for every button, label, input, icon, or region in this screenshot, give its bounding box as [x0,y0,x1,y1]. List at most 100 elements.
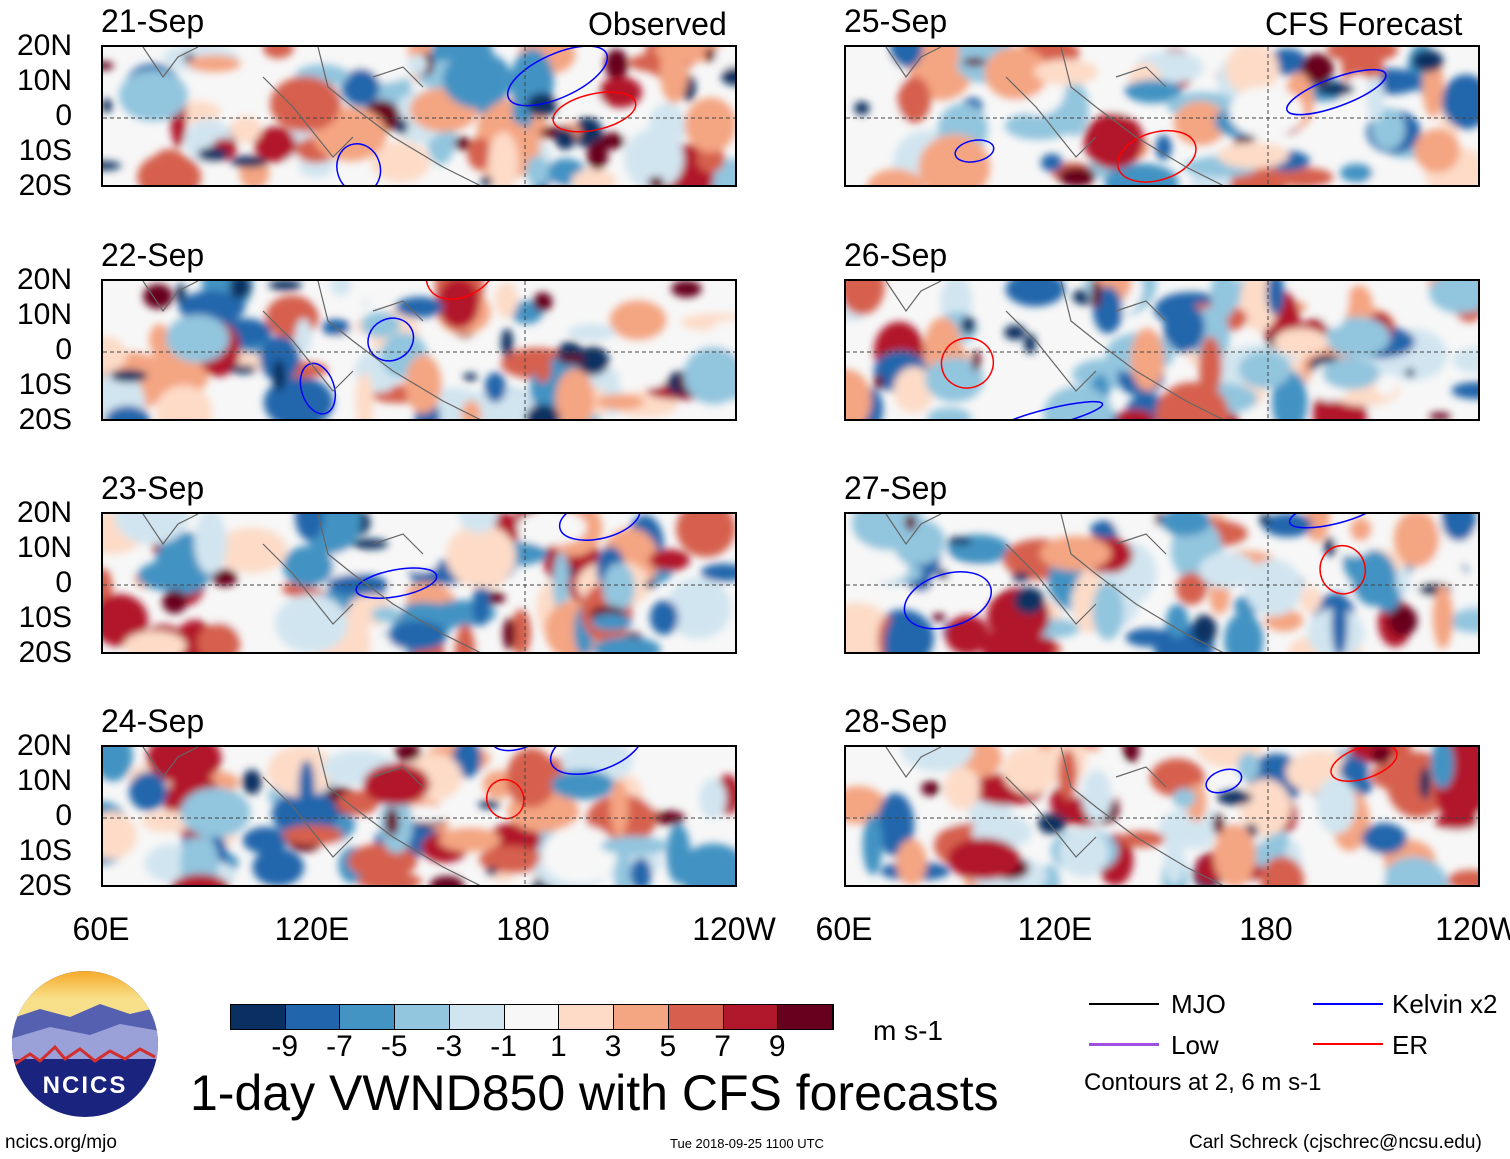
wind-anomaly-cell [1004,324,1026,340]
colorbar-swatch [285,1005,341,1029]
footer-site[interactable]: ncics.org/mjo [5,1132,117,1153]
legend-line-er [1313,1043,1383,1045]
wind-anomaly-cell [532,292,553,312]
colorbar-tick-label: 1 [550,1030,567,1063]
lon-tick-label: 120E [1017,911,1093,947]
wind-anomaly-cell [114,514,190,545]
map-panel [844,512,1480,654]
wind-anomaly-cell [274,594,348,652]
wind-anomaly-cell [992,364,1023,419]
wind-anomaly-cell [1092,581,1124,641]
panel-date: 21-Sep [101,3,205,39]
wind-anomaly-cell [242,826,288,854]
wind-anomaly-cell [1388,605,1418,637]
wind-anomaly-cell [525,155,549,185]
wind-anomaly-cell [429,875,465,885]
lon-tick-label: 120E [274,911,350,947]
lat-tick-label: 0 [55,566,72,599]
lat-tick-label: 10S [18,601,72,634]
er-contour [940,337,995,389]
wind-anomaly-cell [846,369,872,419]
wind-anomaly-cell [1217,142,1289,169]
legend-label-low: Low [1171,1030,1219,1060]
er-contour [1330,747,1398,782]
wind-anomaly-cell [129,771,168,811]
wind-anomaly-cell [1163,302,1205,353]
wind-anomaly-cell [638,747,666,810]
panel-date: 25-Sep [844,3,948,39]
wind-anomaly-cell [962,57,986,67]
panel-date: 23-Sep [101,470,205,506]
wind-anomaly-cell [1422,57,1445,118]
wind-anomaly-cell [510,609,532,652]
wind-anomaly-cell [461,400,482,419]
lat-tick-label: 0 [55,99,72,132]
wind-anomaly-cell [526,92,559,118]
wind-anomaly-cell [649,600,679,635]
wind-anomaly-cell [486,866,498,876]
kelvin-contour [336,143,382,185]
wind-anomaly-cell [666,577,732,639]
wind-anomaly-cell [347,843,418,880]
wind-anomaly-cell [103,336,128,372]
wind-anomaly-cell [554,128,576,150]
map-field [103,514,735,652]
wind-anomaly-cell [197,147,229,162]
wind-anomaly-cell [684,97,735,153]
wind-anomaly-cell [849,58,907,91]
colorbar-swatch [449,1005,505,1029]
wind-anomaly-cell [149,323,170,356]
logo-text: NCICS [43,1072,128,1099]
lat-tick-label: 20S [18,636,72,669]
wind-anomaly-cell [180,833,219,885]
wind-anomaly-cell [1012,571,1030,582]
wind-anomaly-cell [593,636,661,652]
wind-anomaly-cell [146,148,193,185]
wind-anomaly-cell [925,357,984,402]
wind-anomaly-cell [1452,347,1478,374]
wind-anomaly-cell [984,47,1049,100]
wind-anomaly-cell [1339,756,1369,785]
wind-anomaly-cell [371,606,402,623]
wind-anomaly-cell [1013,587,1045,615]
wind-anomaly-cell [1228,86,1304,138]
lat-tick-label: 10N [16,298,72,331]
map-field [846,514,1478,652]
wind-anomaly-cell [165,314,230,363]
contour-note: Contours at 2, 6 m s-1 [1084,1069,1322,1096]
wind-anomaly-cell [534,352,552,384]
wind-anomaly-cell [262,47,294,59]
wind-anomaly-cell [395,118,408,135]
map-panel [101,745,737,887]
coastline [885,47,1224,185]
wind-anomaly-cell [1263,514,1313,538]
wind-anomaly-cell [1130,328,1164,391]
wind-anomaly-cell [488,131,519,185]
wind-anomaly-cell [901,747,975,772]
colorbar-tick-label: -7 [326,1030,353,1063]
wind-anomaly-cell [1213,823,1257,885]
wind-anomaly-cell [502,617,516,651]
kelvin-contour [954,139,995,163]
wind-anomaly-cell [455,624,476,652]
wind-anomaly-cell [1405,368,1415,378]
lat-tick-label: 0 [55,799,72,832]
wind-anomaly-cell [212,568,238,587]
coastline [142,514,481,652]
wind-anomaly-cell [1225,47,1280,96]
kelvin-contour [1286,68,1387,116]
wind-anomaly-cell [555,368,595,419]
lat-tick-label: 10S [18,134,72,167]
wind-anomaly-cell [384,808,399,837]
wind-anomaly-cell [927,407,972,419]
wind-anomaly-cell [1198,551,1257,589]
colorbar-swatch [723,1005,779,1029]
wind-anomaly-cell [921,781,941,796]
wind-anomaly-cell [876,793,915,857]
wind-anomaly-cell [846,785,887,825]
wind-anomaly-cell [696,144,725,173]
wind-anomaly-cell [1349,517,1372,542]
wind-anomaly-cell [1125,628,1170,647]
wind-anomaly-cell [118,69,188,122]
wind-anomaly-cell [215,527,288,574]
